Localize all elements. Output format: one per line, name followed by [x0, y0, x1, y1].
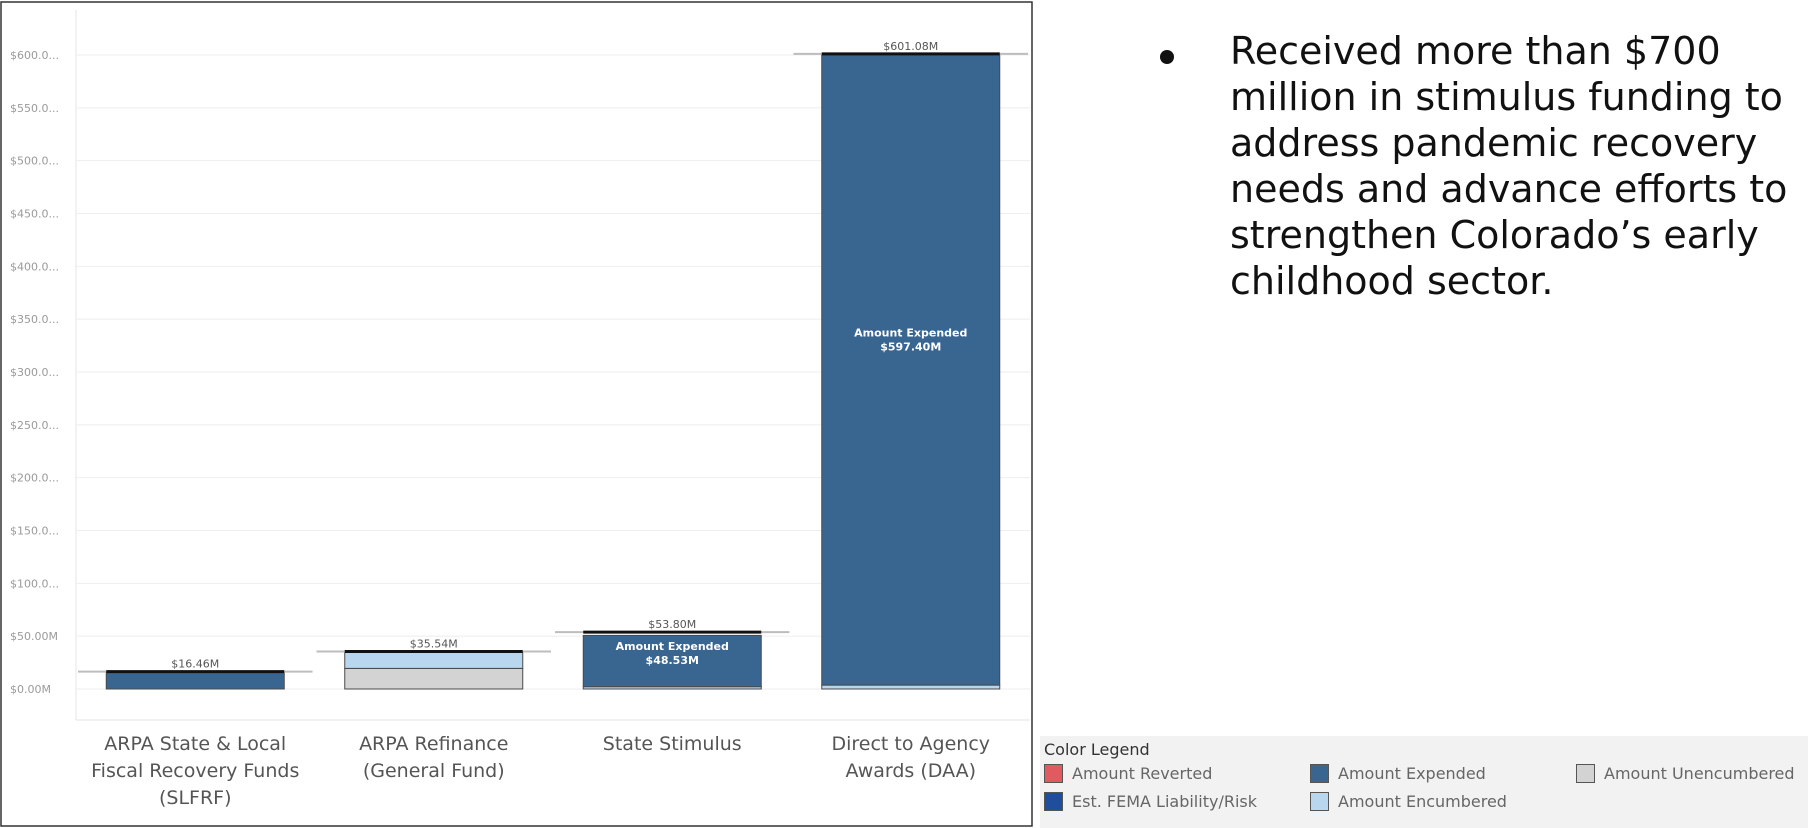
- bar-segment: [821, 684, 1001, 690]
- legend-title: Color Legend: [1044, 740, 1150, 759]
- y-tick-label: $200.0...: [10, 472, 59, 485]
- total-label: $601.08M: [883, 40, 938, 53]
- x-category-label: ARPA Refinance: [359, 733, 508, 755]
- x-category-label: (SLFRF): [159, 787, 232, 809]
- legend-swatch-amount-reverted: [1044, 764, 1063, 783]
- bullet-text: Received more than $700 million in stimu…: [1230, 29, 1788, 303]
- total-label: $53.80M: [648, 618, 696, 631]
- chart-panel: $0.00M $50.00M $100.0... $150.0... $200.0...…: [0, 1, 1033, 827]
- bar-segment: [344, 667, 524, 690]
- legend-label: Amount Expended: [1338, 764, 1486, 783]
- stacked-bar-chart: $0.00M $50.00M $100.0... $150.0... $200.0...…: [0, 1, 1033, 827]
- bar-segment: [344, 650, 524, 669]
- y-tick-label: $550.0...: [10, 102, 59, 115]
- y-tick-label: $450.0...: [10, 208, 59, 221]
- total-label: $16.46M: [171, 658, 219, 671]
- legend-label: Amount Reverted: [1072, 764, 1213, 783]
- y-tick-label: $300.0...: [10, 366, 59, 379]
- legend-label: Est. FEMA Liability/Risk: [1072, 792, 1257, 811]
- legend-label: Amount Encumbered: [1338, 792, 1507, 811]
- legend-item-amount-encumbered[interactable]: Amount Encumbered: [1310, 792, 1507, 811]
- total-label: $35.54M: [410, 637, 458, 650]
- x-category-label: Fiscal Recovery Funds: [91, 760, 299, 782]
- bullet-dot-icon: [1160, 50, 1174, 64]
- legend-label: Amount Unencumbered: [1604, 764, 1795, 783]
- y-tick-label: $500.0...: [10, 155, 59, 168]
- in-bar-label-value: $48.53M: [646, 654, 699, 667]
- bar-segment: [582, 634, 762, 688]
- bar-segment: [821, 53, 1001, 686]
- x-category-label: Direct to Agency: [831, 733, 990, 755]
- legend-swatch-est-fema-liability: [1044, 792, 1063, 811]
- y-tick-label: $150.0...: [10, 525, 59, 538]
- bar-segment: [105, 671, 285, 690]
- x-category-label: Awards (DAA): [845, 760, 976, 782]
- x-category-label: ARPA State & Local: [104, 733, 286, 755]
- y-tick-label: $400.0...: [10, 260, 59, 273]
- y-tick-label: $0.00M: [10, 683, 51, 696]
- legend-swatch-amount-expended: [1310, 764, 1329, 783]
- legend-item-amount-unencumbered[interactable]: Amount Unencumbered: [1576, 764, 1795, 783]
- in-bar-label-value: $597.40M: [880, 340, 941, 353]
- y-tick-label: $600.0...: [10, 49, 59, 62]
- in-bar-label-title: Amount Expended: [616, 640, 729, 653]
- y-tick-label: $250.0...: [10, 419, 59, 432]
- x-category-label: State Stimulus: [603, 733, 742, 755]
- legend-swatch-amount-encumbered: [1310, 792, 1329, 811]
- in-bar-label-title: Amount Expended: [854, 326, 967, 339]
- y-tick-label: $350.0...: [10, 313, 59, 326]
- x-category-label: (General Fund): [363, 760, 505, 782]
- legend-item-amount-reverted[interactable]: Amount Reverted: [1044, 764, 1212, 783]
- legend-item-amount-expended[interactable]: Amount Expended: [1310, 764, 1486, 783]
- y-tick-label: $50.00M: [10, 630, 58, 643]
- color-legend: Color Legend Amount Reverted Est. FEMA L…: [1040, 736, 1808, 828]
- y-tick-label: $100.0...: [10, 577, 59, 590]
- legend-swatch-amount-unencumbered: [1576, 764, 1595, 783]
- legend-item-est-fema-liability[interactable]: Est. FEMA Liability/Risk: [1044, 792, 1257, 811]
